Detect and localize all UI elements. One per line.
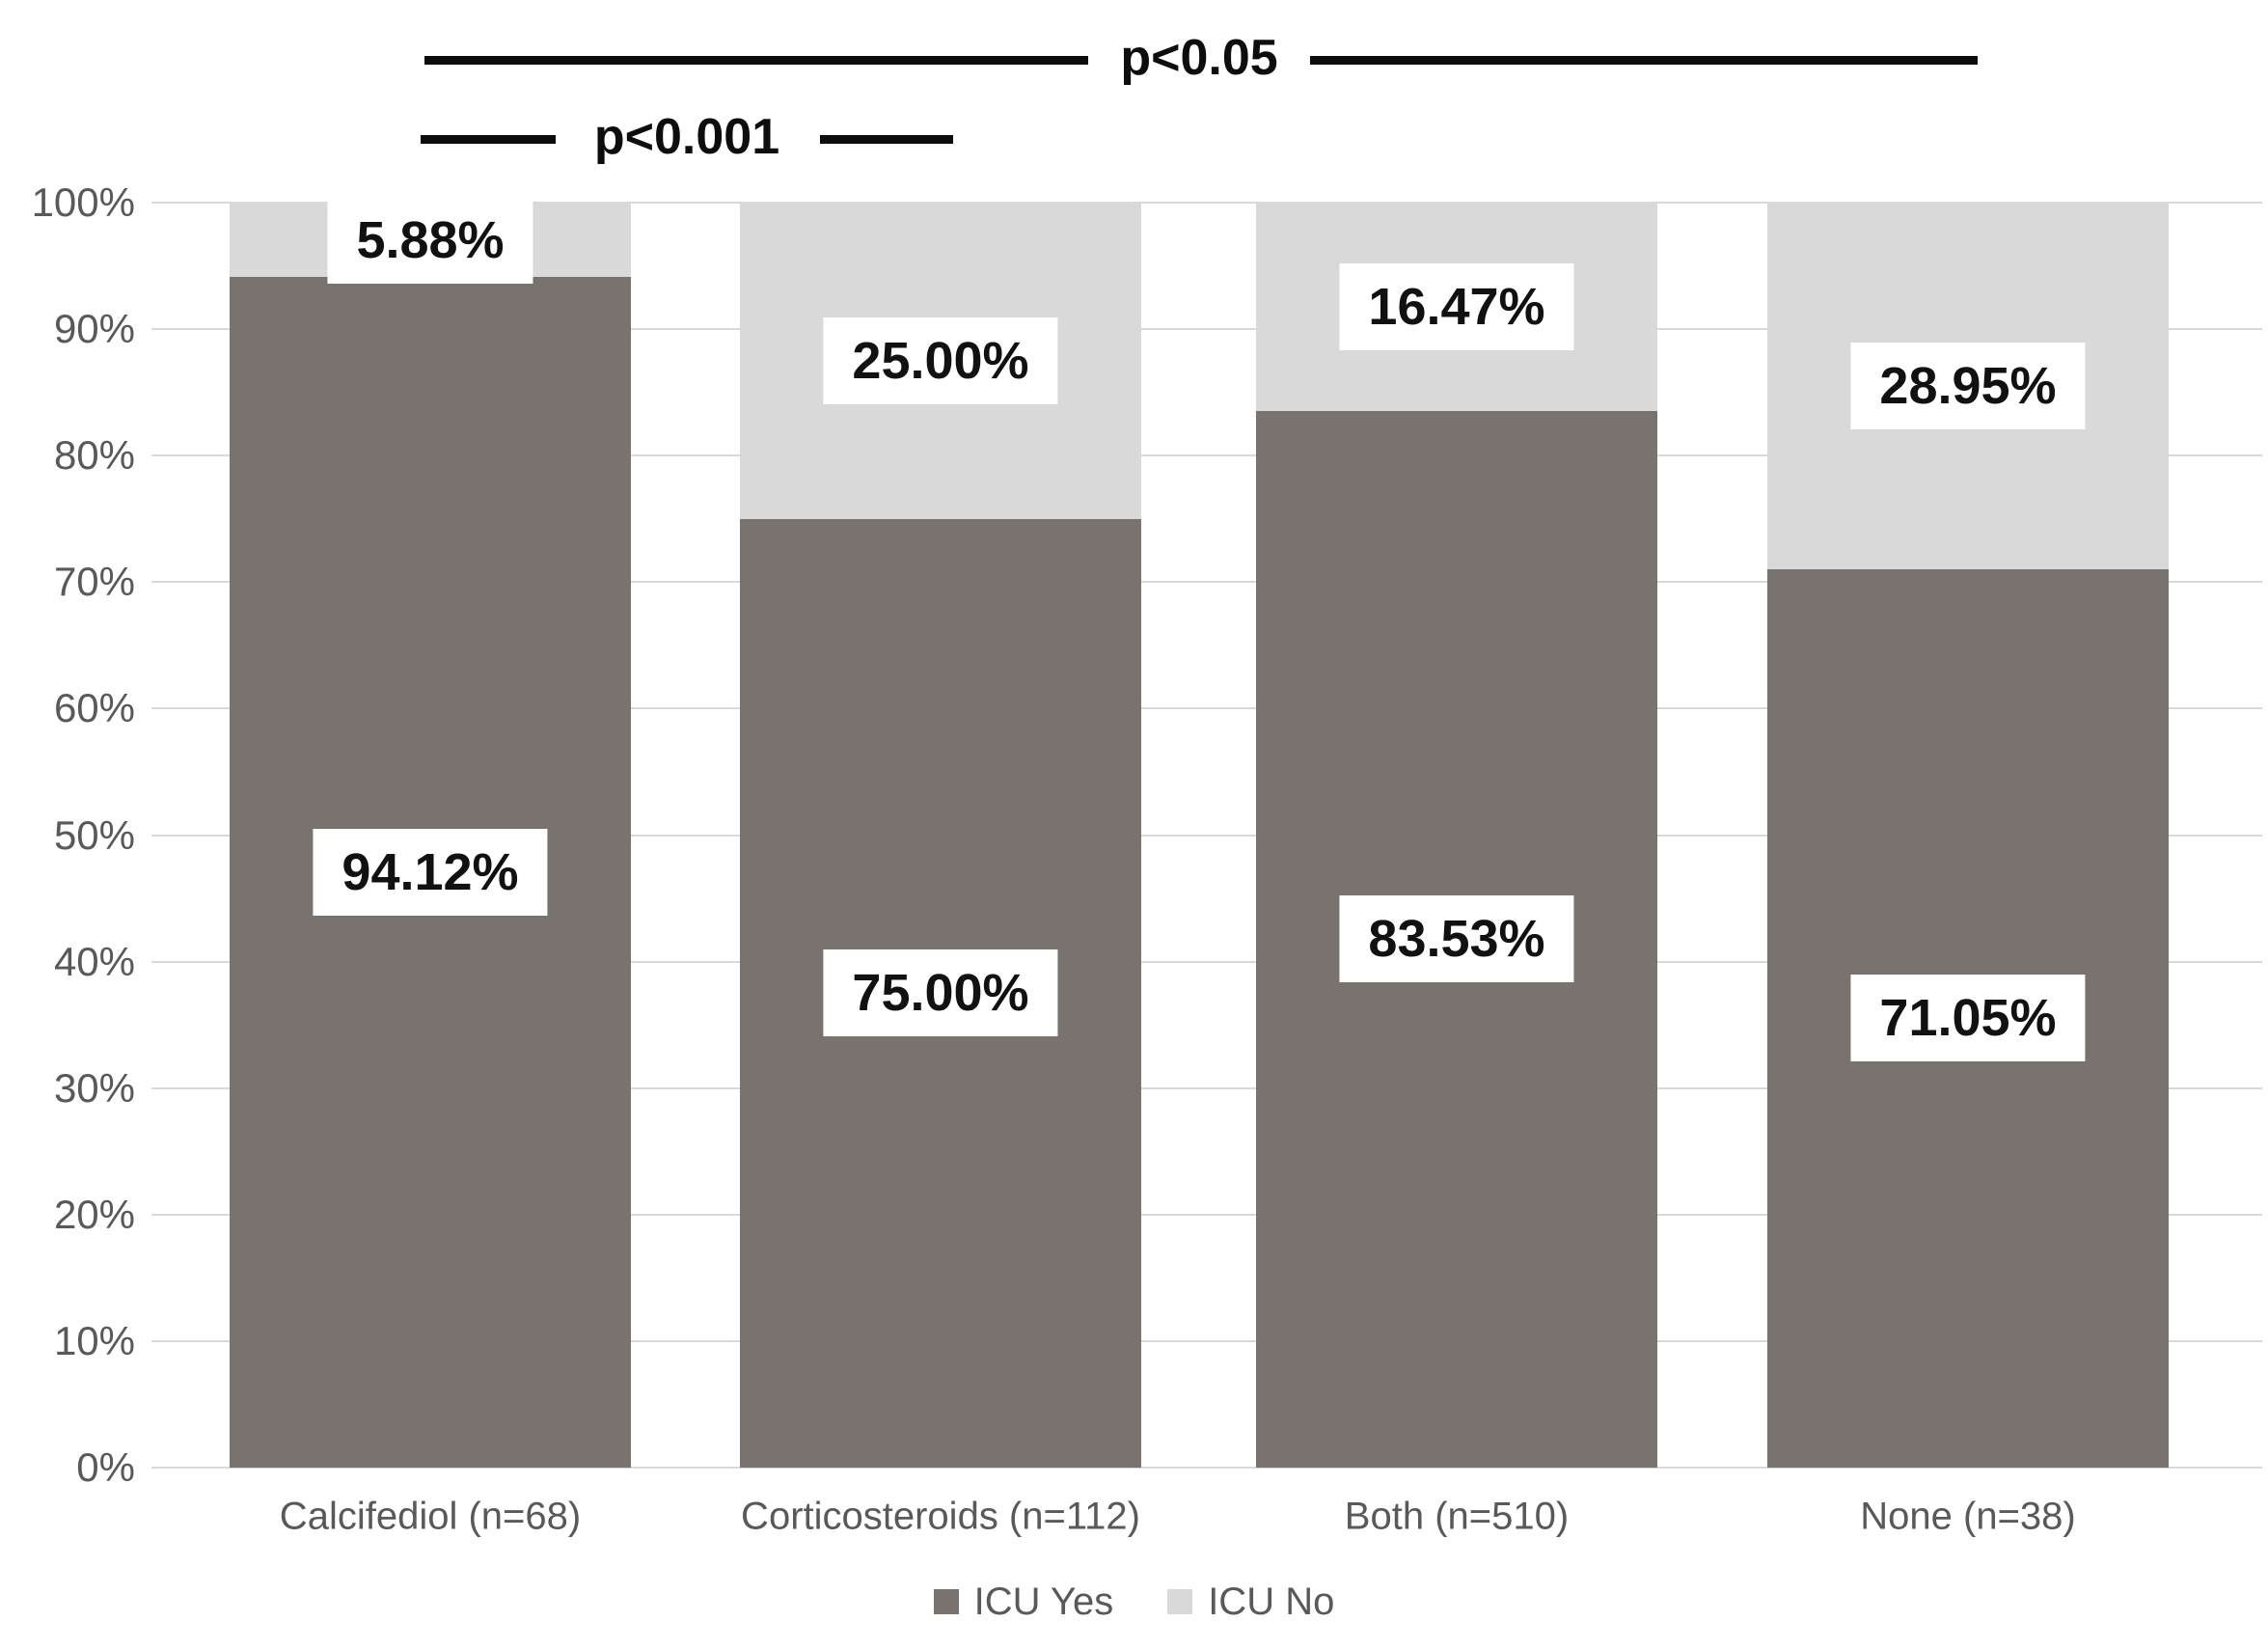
y-axis-tick-label: 20% <box>53 1191 135 1237</box>
category-label: Corticosteroids (n=112) <box>741 1495 1140 1538</box>
gridline <box>151 1213 2262 1216</box>
significance-line-left <box>421 135 556 144</box>
y-axis-tick-label: 90% <box>53 306 135 352</box>
significance-line-right <box>1310 56 1978 65</box>
data-label-icu-no: 16.47% <box>1339 262 1574 350</box>
significance-label: p<0.05 <box>1120 30 1278 86</box>
gridline <box>151 960 2262 963</box>
data-label-icu-no: 5.88% <box>327 196 533 284</box>
data-label-icu-yes: 83.53% <box>1339 895 1574 983</box>
gridline <box>151 834 2262 837</box>
legend-item-icu-yes: ICU Yes <box>933 1580 1114 1624</box>
y-axis-tick-label: 10% <box>53 1317 135 1363</box>
data-label-icu-yes: 71.05% <box>1850 975 2086 1062</box>
category-label: Both (n=510) <box>1344 1495 1570 1538</box>
data-label-icu-no: 25.00% <box>823 316 1058 404</box>
gridline <box>151 202 2262 204</box>
y-axis-tick-label: 80% <box>53 432 135 479</box>
y-axis-tick-label: 60% <box>53 685 135 731</box>
y-axis-tick-label: 0% <box>76 1444 135 1490</box>
data-label-icu-no: 28.95% <box>1850 342 2086 429</box>
legend-label: ICU Yes <box>973 1580 1114 1623</box>
significance-line-right <box>820 135 953 144</box>
gridline <box>151 328 2262 331</box>
legend-item-icu-no: ICU No <box>1167 1580 1334 1624</box>
gridline <box>151 454 2262 457</box>
y-axis-tick-label: 50% <box>53 811 135 858</box>
significance-line-left <box>424 56 1088 65</box>
y-axis-tick-label: 70% <box>53 559 135 605</box>
y-axis-tick-label: 30% <box>53 1064 135 1111</box>
icu-no-swatch-icon <box>1167 1589 1193 1614</box>
gridline <box>151 1339 2262 1342</box>
legend: ICU Yes ICU No <box>0 1573 2268 1631</box>
gridline <box>151 581 2262 584</box>
data-label-icu-yes: 94.12% <box>313 829 548 917</box>
category-label: None (n=38) <box>1860 1495 2076 1538</box>
y-axis-tick-label: 40% <box>53 938 135 984</box>
y-axis-tick-label: 100% <box>31 179 135 225</box>
gridline <box>151 1086 2262 1089</box>
gridline <box>151 707 2262 710</box>
legend-label: ICU No <box>1208 1580 1335 1623</box>
gridline <box>151 1467 2262 1469</box>
significance-label: p<0.001 <box>593 109 780 165</box>
icu-yes-swatch-icon <box>933 1589 959 1614</box>
data-label-icu-yes: 75.00% <box>823 949 1058 1037</box>
category-label: Calcifediol (n=68) <box>279 1495 582 1538</box>
